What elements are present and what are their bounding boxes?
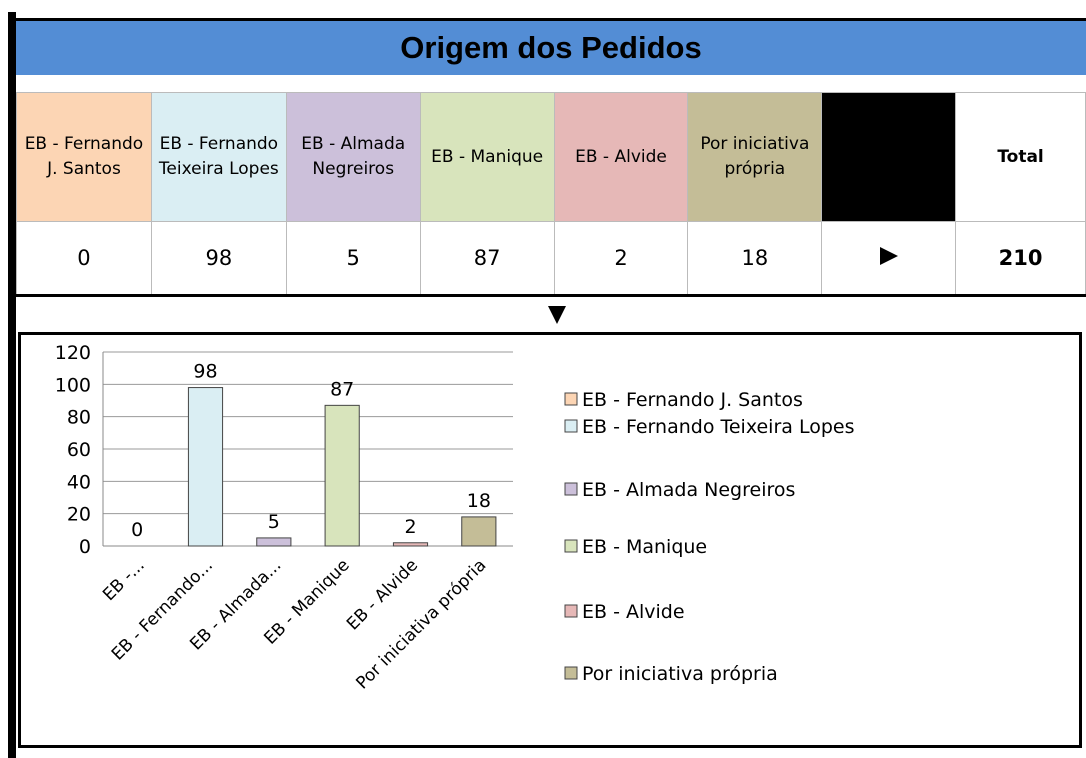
- value-cell: 98: [150, 221, 287, 297]
- bar: [187, 387, 224, 547]
- table: EB - Fernando J. Santos EB - Fernando Te…: [16, 92, 1086, 297]
- value-cell: 0: [16, 221, 152, 297]
- data-label: 5: [268, 511, 280, 533]
- arrow-cell: [821, 221, 957, 297]
- chart-border: [18, 332, 1082, 748]
- data-label: 2: [404, 516, 416, 538]
- black-cell: [821, 92, 957, 222]
- legend-label: EB - Fernando J. Santos: [582, 389, 803, 411]
- legend-swatch: [564, 419, 578, 433]
- bar: [461, 516, 497, 547]
- right-arrow: [879, 246, 898, 265]
- bar: [392, 542, 429, 547]
- legend-label: Por iniciativa própria: [582, 663, 778, 685]
- y-tick-label: 80: [67, 407, 91, 429]
- y-tick-label: 60: [67, 439, 91, 461]
- header-cell: EB - Manique: [419, 92, 555, 222]
- value-cell: 5: [285, 221, 421, 297]
- title: Origem dos Pedidos: [16, 18, 1086, 75]
- legend-label: EB - Almada Negreiros: [582, 479, 795, 501]
- value-cell: 87: [419, 221, 555, 297]
- total-cell: 210: [955, 221, 1086, 297]
- value-cell: 2: [553, 221, 689, 297]
- data-label: 18: [467, 490, 491, 512]
- legend-swatch: [564, 604, 578, 618]
- bar: [256, 537, 292, 547]
- header-cell: Por iniciativa própria: [687, 92, 823, 222]
- header-cell: EB - Fernando J. Santos: [16, 92, 152, 222]
- legend-swatch: [564, 482, 578, 496]
- bar: [324, 404, 360, 547]
- header-cell: EB - Fernando Teixeira Lopes: [150, 92, 287, 222]
- value-row: 0 98 5 87 2 18 210: [16, 221, 1086, 297]
- header-row: EB - Fernando J. Santos EB - Fernando Te…: [16, 92, 1086, 222]
- data-label: 98: [193, 361, 217, 383]
- y-tick-label: 40: [67, 471, 91, 493]
- data-label: 87: [330, 378, 354, 400]
- header-cell: EB - Almada Negreiros: [285, 92, 421, 222]
- legend-label: EB - Alvide: [582, 601, 685, 623]
- y-tick-label: 0: [79, 536, 91, 558]
- legend-label: EB - Manique: [582, 536, 707, 558]
- header-cell: EB - Alvide: [553, 92, 689, 222]
- legend-swatch: [564, 392, 578, 406]
- legend-swatch: [564, 666, 578, 680]
- y-tick-label: 100: [55, 374, 91, 396]
- legend-swatch: [564, 539, 578, 553]
- y-tick-label: 20: [67, 504, 91, 526]
- y-tick-label: 120: [55, 342, 91, 364]
- data-label: 0: [131, 519, 143, 541]
- legend-label: EB - Fernando Teixeira Lopes: [582, 416, 854, 438]
- value-cell: 18: [687, 221, 823, 297]
- total-header: Total: [955, 92, 1086, 222]
- down-arrow: [548, 306, 566, 324]
- frame: [8, 12, 16, 758]
